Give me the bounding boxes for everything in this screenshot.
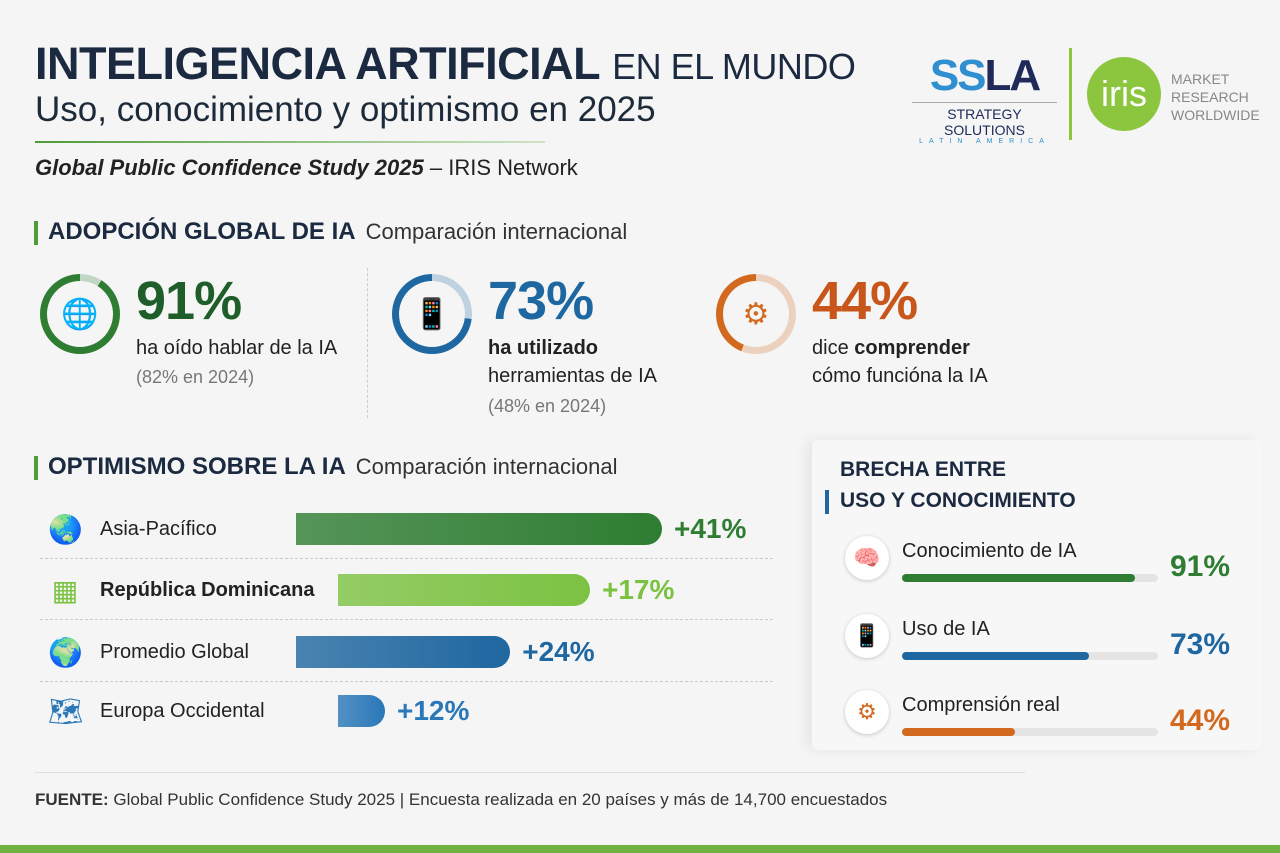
gap-icon: 🧠 bbox=[845, 536, 889, 580]
globe-asia-icon: 🌏 bbox=[48, 514, 83, 545]
stat-ring-usage: 📱 bbox=[392, 274, 472, 354]
footer-source: FUENTE: Global Public Confidence Study 2… bbox=[35, 790, 888, 809]
gap-heading: BRECHA ENTRE USO Y CONOCIMIENTO bbox=[840, 458, 1076, 512]
dominican-flag-icon: ▦ bbox=[51, 575, 79, 606]
bar-label: Promedio Global bbox=[100, 641, 249, 663]
iris-logo: iris bbox=[1087, 57, 1161, 131]
stat-ring-awareness: 🌐 bbox=[40, 274, 120, 354]
gap-icon: 📱 bbox=[845, 614, 889, 658]
stat-label: dice comprender bbox=[812, 337, 970, 359]
gap-label: Conocimiento de IA bbox=[902, 540, 1077, 562]
stat-value: 73% bbox=[488, 271, 594, 331]
bar-label: Asia-Pacífico bbox=[100, 518, 217, 540]
head-gear-icon: ⚙ bbox=[723, 281, 789, 347]
bar bbox=[296, 636, 511, 668]
divider bbox=[367, 268, 368, 418]
gap-track bbox=[902, 574, 1158, 582]
gap-panel bbox=[812, 440, 1262, 750]
bar bbox=[296, 513, 662, 545]
bar-value: +17% bbox=[602, 574, 675, 605]
optimism-heading: OPTIMISMO SOBRE LA IA Comparación interna… bbox=[48, 453, 618, 480]
globe-hand-icon: 🌐 bbox=[47, 281, 113, 347]
gap-bar bbox=[902, 574, 1135, 582]
title-underline bbox=[35, 141, 545, 143]
gap-icon: ⚙ bbox=[845, 690, 889, 734]
gap-track bbox=[902, 652, 1158, 660]
gap-bar bbox=[902, 652, 1089, 660]
section-marker bbox=[34, 456, 38, 480]
bar bbox=[338, 574, 590, 606]
page-title: INTELIGENCIA ARTIFICIAL EN EL MUNDO bbox=[35, 38, 856, 89]
row-divider bbox=[40, 681, 773, 682]
europe-map-icon: 🗺 bbox=[48, 696, 84, 727]
stat-value: 91% bbox=[136, 271, 242, 331]
globe-icon: 🌍 bbox=[48, 637, 83, 668]
logo-divider bbox=[1069, 48, 1072, 140]
gap-track bbox=[902, 728, 1158, 736]
gap-label: Uso de IA bbox=[902, 618, 990, 640]
bar bbox=[338, 695, 385, 727]
stat-value: 44% bbox=[812, 271, 918, 331]
ssla-logo: SSLA STRATEGY SOLUTIONS LATIN AMERICA bbox=[912, 52, 1057, 145]
stat-label: ha oído hablar de la IA bbox=[136, 337, 338, 359]
bar-value: +24% bbox=[522, 636, 595, 667]
bar-value: +41% bbox=[674, 513, 747, 544]
stat-label-2: cómo funcióna la IA bbox=[812, 365, 988, 387]
bottom-strip bbox=[0, 845, 1280, 853]
stat-label-bold: ha utilizado bbox=[488, 337, 598, 359]
stat-previous: (48% en 2024) bbox=[488, 396, 607, 416]
study-line: Global Public Confidence Study 2025 – IR… bbox=[35, 155, 578, 180]
adoption-heading: ADOPCIÓN GLOBAL DE IA Comparación interna… bbox=[48, 218, 628, 245]
footer-divider bbox=[35, 772, 1025, 773]
section-marker bbox=[34, 221, 38, 245]
row-divider bbox=[40, 619, 773, 620]
bar-label: República Dominicana bbox=[100, 579, 315, 601]
row-divider bbox=[40, 558, 773, 559]
stat-ring-understanding: ⚙ bbox=[716, 274, 796, 354]
bar-label: Europa Occidental bbox=[100, 700, 265, 722]
stat-label: herramientas de IA bbox=[488, 365, 657, 387]
iris-tagline: MARKET RESEARCH WORLDWIDE bbox=[1171, 71, 1260, 123]
gap-value: 73% bbox=[1170, 628, 1231, 661]
gap-bar bbox=[902, 728, 1015, 736]
page-subtitle: Uso, conocimiento y optimismo en 2025 bbox=[35, 90, 656, 129]
stat-previous: (82% en 2024) bbox=[136, 367, 255, 387]
bar-value: +12% bbox=[397, 695, 470, 726]
section-marker bbox=[825, 490, 829, 514]
tablet-touch-icon: 📱 bbox=[399, 281, 465, 347]
gap-label: Comprensión real bbox=[902, 694, 1060, 716]
gap-value: 44% bbox=[1170, 704, 1231, 737]
gap-value: 91% bbox=[1170, 550, 1231, 583]
